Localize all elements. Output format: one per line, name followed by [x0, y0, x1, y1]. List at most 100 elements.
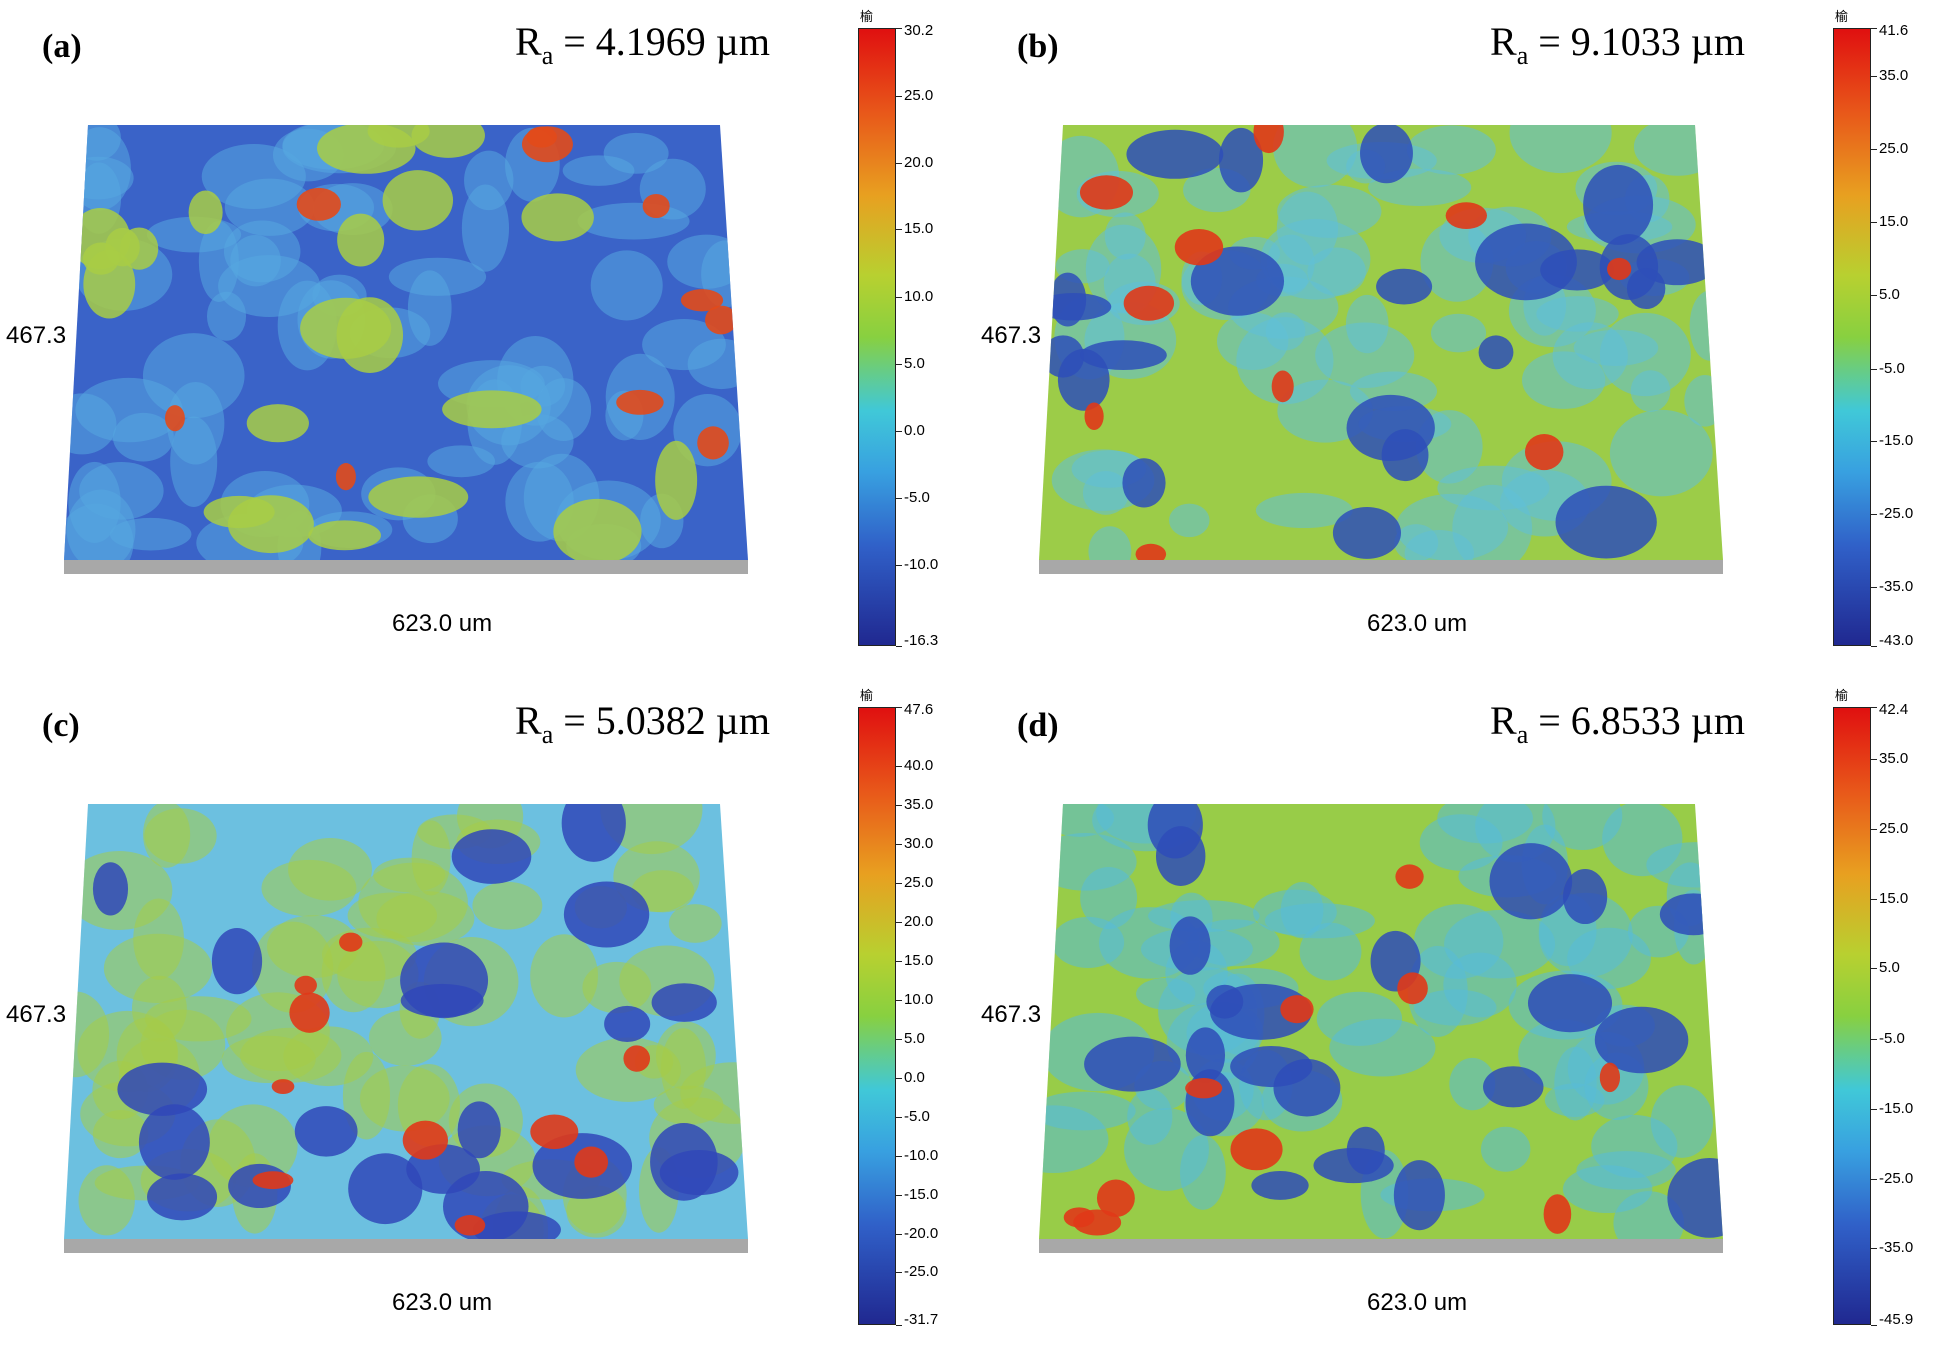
colorbar-tick-label: 30.2 [904, 22, 934, 39]
surface-feature [1599, 312, 1691, 397]
surface-feature [1562, 869, 1608, 925]
surface-feature [1185, 1027, 1226, 1083]
surface-feature [300, 297, 392, 359]
surface-feature [1397, 972, 1428, 1005]
surface-feature [1230, 1128, 1283, 1171]
surface-feature [451, 829, 532, 884]
surface-feature [1483, 1066, 1544, 1108]
colorbar-tick-mark [1871, 76, 1877, 78]
colorbar-tick-mark [1871, 1108, 1877, 1110]
surface-feature [1420, 221, 1494, 302]
colorbar-tick-label: 41.6 [1879, 22, 1909, 39]
colorbar-tick-label: 25.0 [1879, 140, 1909, 158]
colorbar-tick-mark [896, 1116, 902, 1118]
colorbar-tick-label: 15.0 [1879, 213, 1909, 231]
colorbar-tick-label: -35.0 [1879, 578, 1914, 596]
surface-slab [1039, 1239, 1723, 1253]
surface-feature [1437, 804, 1533, 844]
surface-feature [457, 1101, 501, 1159]
surface-feature [1346, 1126, 1385, 1175]
surface-feature [1567, 927, 1651, 989]
colorbar-tick-mark [1871, 587, 1877, 589]
colorbar-unit: 榆 [1835, 9, 1849, 24]
panel-label: (c) [42, 707, 80, 744]
colorbar-tick-label: 20.0 [904, 913, 934, 931]
surface-feature [1271, 370, 1294, 403]
colorbar-tick-mark [1871, 28, 1877, 29]
surface-feature [201, 143, 306, 209]
surface-feature [1449, 1057, 1496, 1111]
surface-feature [1381, 429, 1429, 482]
surface-texture [1039, 125, 1723, 560]
colorbar-tick-label: -20.0 [904, 1224, 939, 1242]
colorbar-tick-mark [1871, 294, 1877, 296]
surface-feature [316, 125, 416, 174]
surface-feature [411, 125, 485, 158]
surface-feature [1255, 492, 1353, 529]
surface-feature [83, 249, 136, 319]
surface-feature [590, 250, 663, 321]
surface-feature [348, 1153, 423, 1225]
y-dimension-label: 467.3 [981, 1001, 1042, 1028]
colorbar-tick-label: 0.0 [904, 1068, 925, 1086]
colorbar-tick-mark [896, 1325, 902, 1326]
surface-feature [1543, 1194, 1572, 1234]
surface-feature [521, 193, 594, 242]
surface-feature [1542, 804, 1623, 850]
surface-3d-map [64, 125, 748, 574]
colorbar-tick-mark [896, 498, 902, 500]
surface-feature [1443, 952, 1517, 1018]
surface-feature [221, 1035, 316, 1084]
colorbar-tick-mark [896, 707, 902, 708]
surface-feature [464, 150, 514, 211]
surface-feature [574, 1146, 609, 1178]
surface-feature [1345, 294, 1389, 354]
surface-feature [223, 220, 301, 283]
colorbar-tick-label: 40.0 [904, 757, 934, 775]
surface-texture [1039, 804, 1723, 1239]
colorbar-tick-label: -16.3 [904, 632, 939, 649]
surface-slab [1039, 560, 1723, 574]
surface-feature [144, 996, 252, 1042]
colorbar-tick-mark [896, 960, 902, 962]
surface-feature [337, 213, 385, 267]
colorbar-tick-mark [896, 363, 902, 365]
surface-feature [1332, 506, 1402, 559]
colorbar-tick-label: 15.0 [904, 220, 934, 238]
surface-feature [79, 461, 164, 520]
surface-feature [604, 1005, 651, 1043]
colorbar-tick-label: 0.0 [904, 421, 925, 439]
roughness-value: Ra = 4.1969 µm [515, 19, 770, 70]
surface-feature [252, 1171, 294, 1190]
surface-feature [133, 898, 184, 980]
surface-feature [582, 961, 652, 1014]
colorbar-tick-label: 5.0 [904, 1029, 925, 1047]
surface-feature [1051, 916, 1125, 968]
colorbar-tick-label: -15.0 [1879, 1099, 1914, 1117]
roughness-value: Ra = 5.0382 µm [515, 698, 770, 749]
x-dimension-label: 623.0 um [1367, 610, 1468, 637]
surface-feature [1607, 257, 1632, 281]
surface-feature [335, 463, 356, 491]
colorbar-tick-label: -25.0 [1879, 505, 1914, 523]
colorbar-tick-mark [896, 844, 902, 846]
colorbar-tick-mark [1871, 758, 1877, 760]
surface-feature [1684, 375, 1723, 427]
colorbar-tick-label: -31.7 [904, 1311, 939, 1328]
surface-feature [1280, 995, 1314, 1024]
surface-feature [1122, 458, 1166, 508]
surface-feature [164, 405, 185, 432]
colorbar-tick-mark [1871, 222, 1877, 224]
surface-feature [1376, 268, 1433, 305]
colorbar-tick-label: 20.0 [904, 153, 934, 171]
colorbar [858, 28, 896, 646]
surface-feature [296, 187, 341, 221]
surface-feature [64, 503, 134, 560]
surface-feature [92, 862, 129, 916]
surface-feature [1583, 164, 1654, 245]
colorbar-tick-mark [896, 1155, 902, 1157]
surface-feature [138, 1104, 210, 1180]
surface-feature [1509, 125, 1612, 174]
colorbar-tick-label: 35.0 [1879, 749, 1909, 767]
surface-feature [705, 305, 738, 335]
